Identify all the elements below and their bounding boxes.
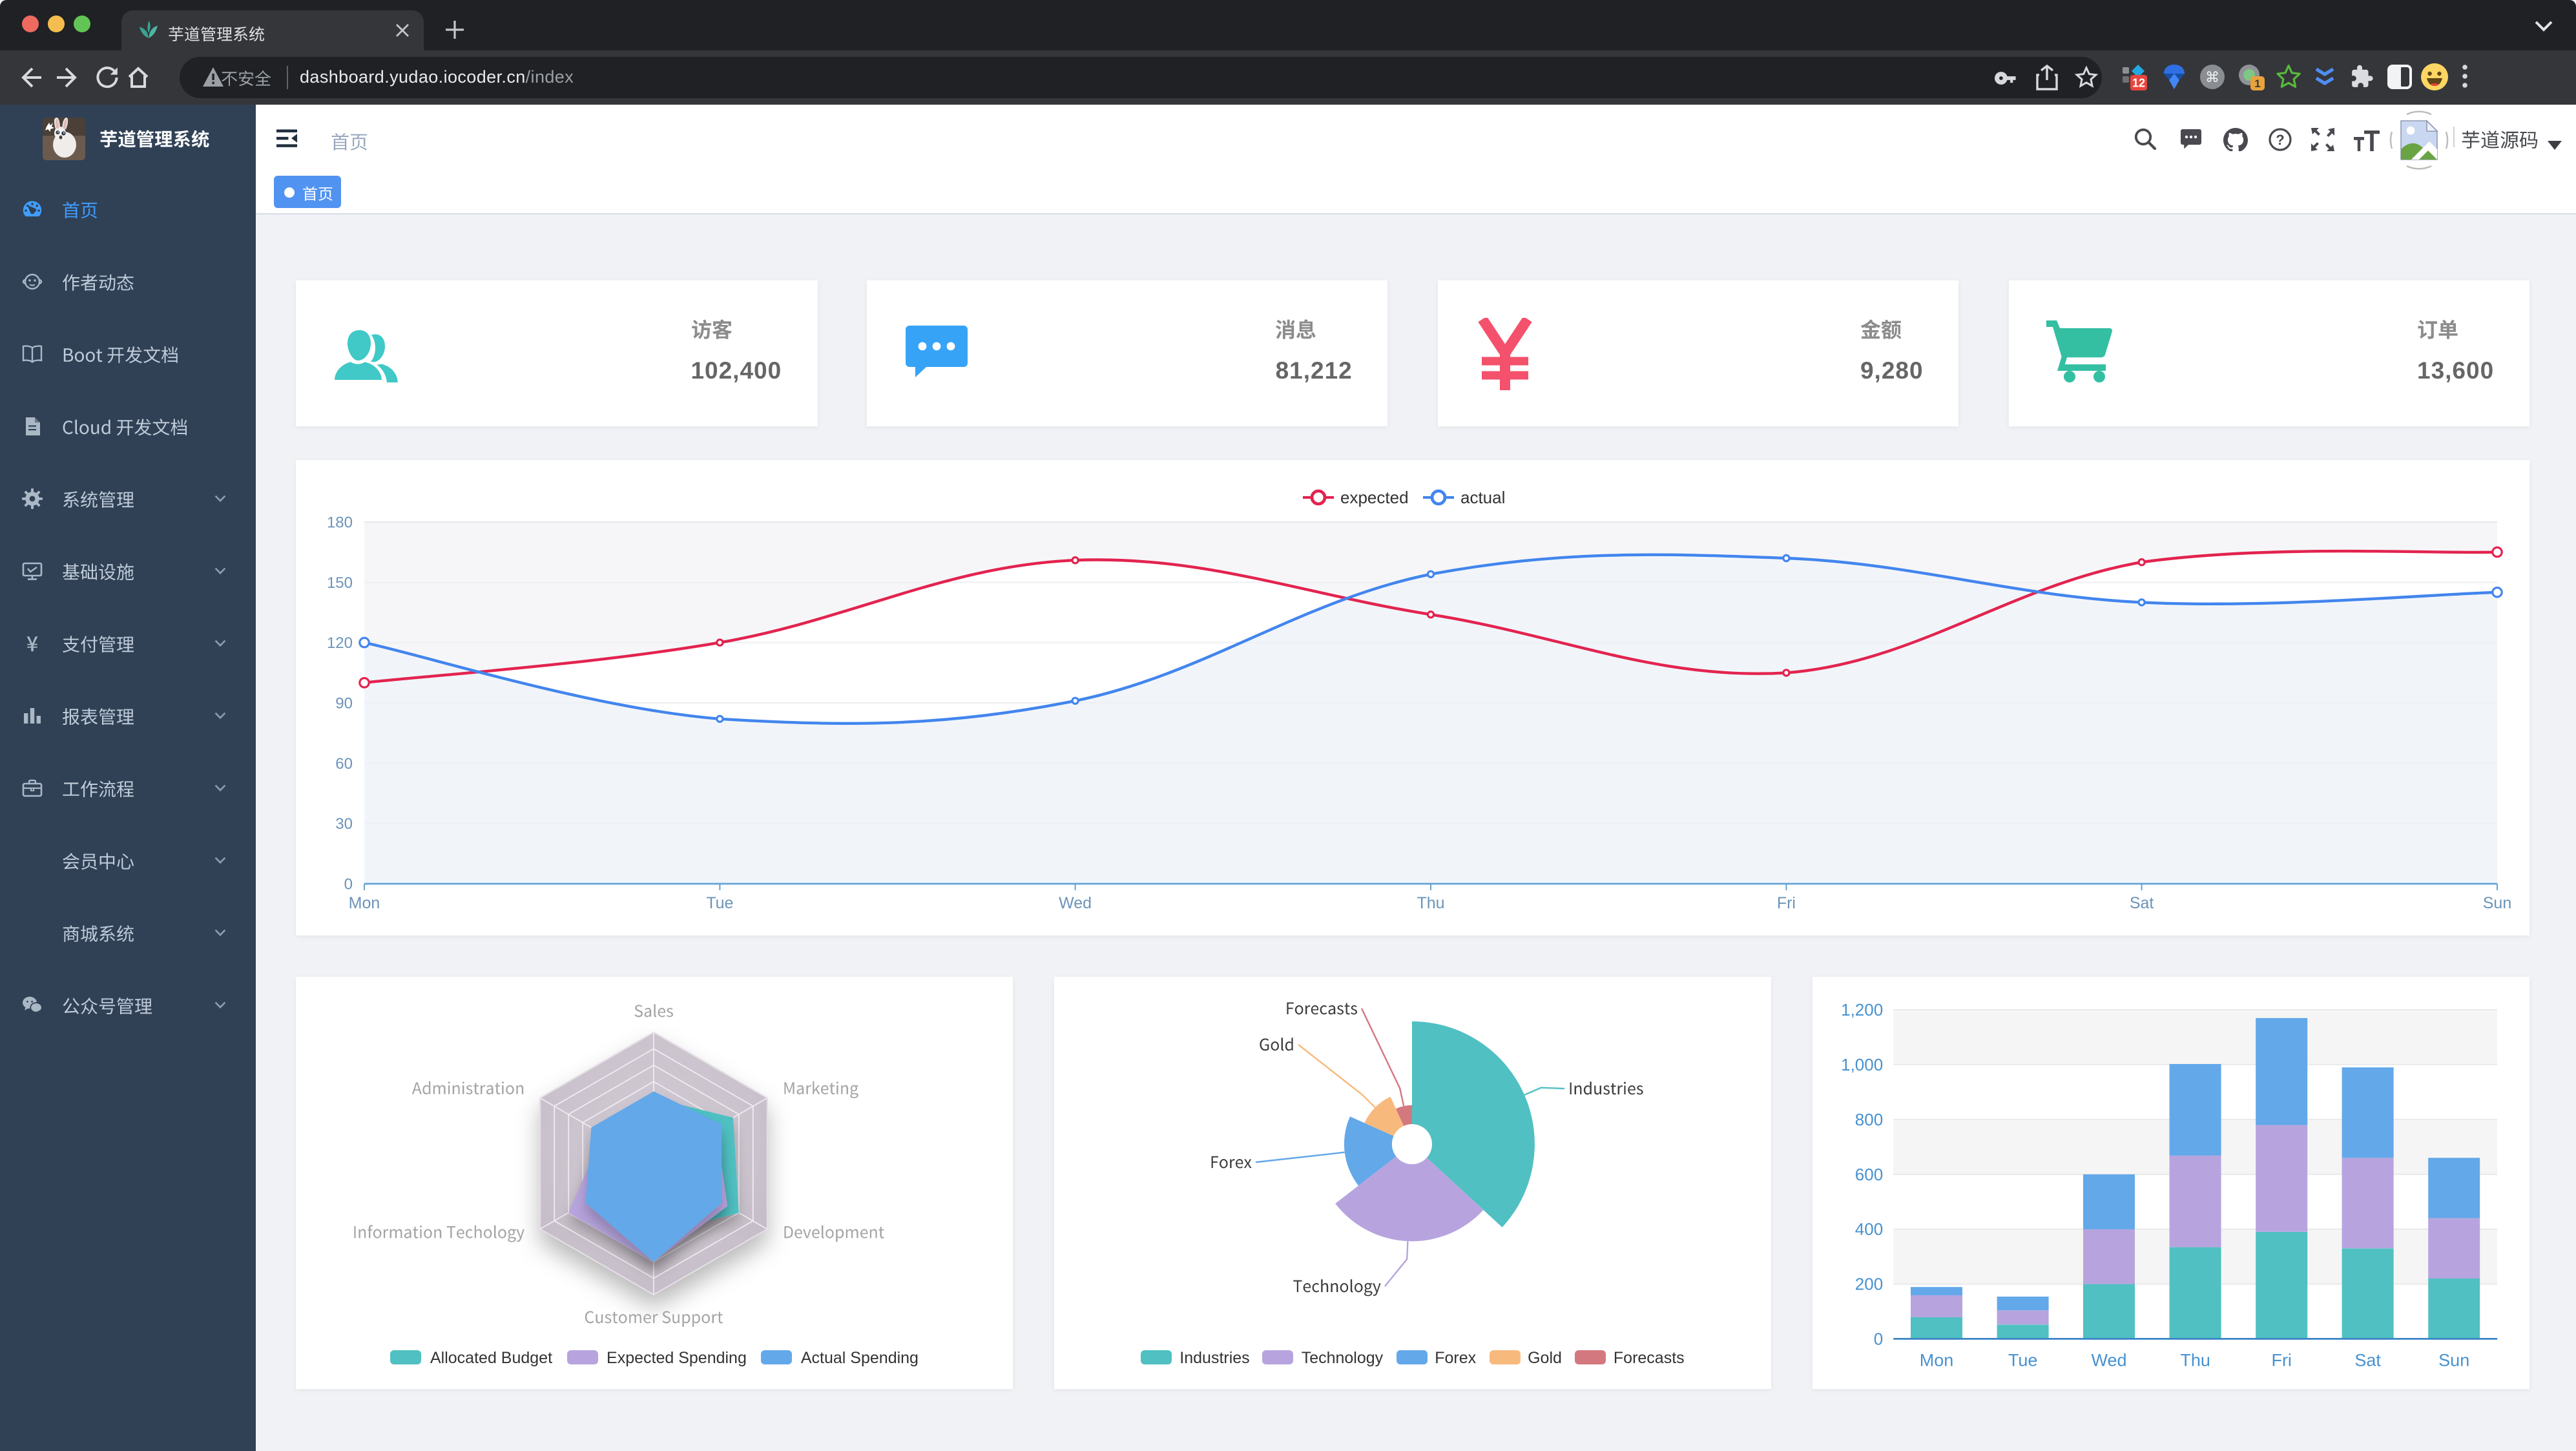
svg-text:?: ? <box>2276 131 2284 147</box>
svg-text:Tue: Tue <box>2008 1350 2038 1370</box>
svg-text:expected: expected <box>1340 488 1409 507</box>
svg-text:90: 90 <box>335 694 353 712</box>
svg-text:Mon: Mon <box>349 894 380 912</box>
svg-text:Sun: Sun <box>2438 1350 2469 1370</box>
svg-text:180: 180 <box>327 514 353 531</box>
svg-text:200: 200 <box>1855 1275 1883 1294</box>
svg-text:Mon: Mon <box>1920 1350 1954 1370</box>
svg-text:Wed: Wed <box>2091 1350 2126 1370</box>
svg-text:Fri: Fri <box>2271 1350 2291 1370</box>
svg-text:150: 150 <box>327 574 353 592</box>
svg-text:30: 30 <box>335 815 353 833</box>
svg-text:60: 60 <box>335 755 353 773</box>
svg-text:actual: actual <box>1460 488 1505 507</box>
svg-text:600: 600 <box>1855 1165 1883 1184</box>
svg-text:12: 12 <box>2132 77 2145 90</box>
svg-text:1: 1 <box>2254 78 2260 90</box>
svg-text:Sat: Sat <box>2130 894 2154 912</box>
svg-text:Fri: Fri <box>1777 894 1796 912</box>
svg-text:800: 800 <box>1855 1110 1883 1129</box>
svg-text:Thu: Thu <box>2180 1350 2210 1370</box>
svg-text:Sun: Sun <box>2483 894 2511 912</box>
svg-text:0: 0 <box>344 875 353 893</box>
svg-text:Wed: Wed <box>1059 894 1092 912</box>
svg-text:Tue: Tue <box>706 894 733 912</box>
svg-text:Thu: Thu <box>1417 894 1444 912</box>
svg-text:120: 120 <box>327 634 353 652</box>
svg-text:⌘: ⌘ <box>2205 69 2219 85</box>
svg-text:Sat: Sat <box>2354 1350 2381 1370</box>
svg-text:1,200: 1,200 <box>1841 1000 1883 1019</box>
svg-text:1,000: 1,000 <box>1841 1055 1883 1074</box>
svg-text:0: 0 <box>1874 1329 1883 1348</box>
svg-text:400: 400 <box>1855 1220 1883 1239</box>
